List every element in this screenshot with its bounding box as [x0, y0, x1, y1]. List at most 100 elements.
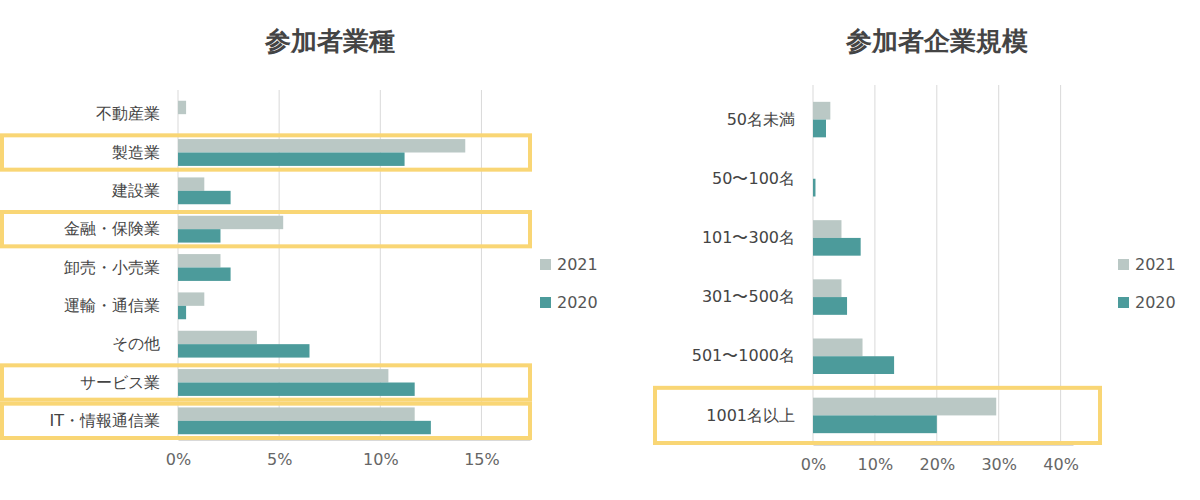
legend-swatch [1118, 259, 1129, 270]
x-tick-label: 15% [464, 450, 500, 469]
legend-swatch [1118, 297, 1129, 308]
category-label: IT・情報通信業 [50, 411, 161, 430]
y-axis: 不動産業製造業建設業金融・保険業卸売・小売業運輸・通信業その他サービス業 IT・情… [50, 104, 179, 430]
category-label: 金融・保険業 [64, 219, 160, 238]
grid-line [813, 85, 814, 445]
category-label: その他 [112, 334, 160, 353]
x-tick: 5% [267, 440, 292, 469]
highlights [655, 388, 1100, 443]
y-axis: 50名未満 50〜100名 101〜300名 301〜500名 501〜1000名 100… [692, 110, 813, 425]
y-tick: 金融・保険業 [64, 219, 178, 238]
legend-label: 2021 [557, 255, 598, 274]
y-tick: 製造業 [112, 143, 178, 162]
highlight-box [655, 388, 1100, 443]
x-tick: 30% [981, 445, 1017, 474]
x-tick: 40% [1043, 445, 1079, 474]
bar [178, 254, 220, 267]
highlight-box [2, 212, 530, 246]
bar [178, 114, 179, 127]
x-tick-label: 20% [920, 455, 956, 474]
x-tick-label: 0% [166, 450, 191, 469]
category-label: 301〜500名 [702, 287, 795, 306]
legend-label: 2020 [1135, 293, 1176, 312]
chart: 参加者企業規模 0% 10% 20% 30% 40% 50名未満 50〜100名 101〜300… [655, 26, 1176, 474]
x-tick: 0% [166, 440, 191, 469]
y-tick: 1001名以上 [706, 406, 813, 425]
bar [178, 268, 231, 281]
grid [178, 90, 481, 440]
bar [813, 398, 996, 416]
y-tick: 建設業 [111, 181, 178, 200]
bar [813, 179, 815, 197]
x-tick-label: 0% [801, 455, 826, 474]
x-tick: 10% [858, 445, 894, 474]
bar [178, 216, 283, 229]
grid [813, 85, 1061, 445]
y-tick: 運輸・通信業 [64, 296, 178, 315]
grid-line [936, 85, 937, 445]
bar [178, 229, 220, 242]
highlight-box [2, 135, 530, 169]
x-tick-label: 10% [858, 455, 894, 474]
x-tick-label: 5% [267, 450, 292, 469]
bar [813, 120, 826, 138]
y-tick: 101〜300名 [702, 228, 813, 247]
legend-label: 2020 [557, 293, 598, 312]
category-label: 運輸・通信業 [64, 296, 160, 315]
y-tick: 301〜500名 [702, 287, 813, 306]
category-label: 卸売・小売業 [64, 258, 160, 277]
grid-line [1060, 85, 1061, 445]
category-label: サービス業 [80, 373, 160, 392]
bar [813, 279, 841, 297]
category-label: 建設業 [111, 181, 160, 200]
x-axis: 0% 10% 20% 30% 40% [801, 445, 1079, 474]
legend: 2021 2020 [540, 255, 598, 312]
legend-swatch [540, 297, 551, 308]
legend-label: 2021 [1135, 255, 1176, 274]
x-axis-line [179, 440, 531, 441]
bar [178, 407, 415, 420]
x-tick-label: 10% [363, 450, 399, 469]
y-tick: 卸売・小売業 [64, 258, 178, 277]
x-axis-line [814, 445, 1074, 446]
chart: 参加者業種0%5%10%15%不動産業製造業建設業金融・保険業卸売・小売業運輸・… [2, 26, 598, 469]
y-tick: その他 [112, 334, 178, 353]
bar [178, 331, 257, 344]
chart-title: 参加者企業規模 [845, 26, 1028, 56]
grid-line [998, 85, 999, 445]
category-label: 製造業 [112, 143, 160, 162]
bar [178, 101, 186, 114]
category-label: 501〜1000名 [692, 346, 795, 365]
bar [178, 383, 415, 396]
bars [178, 101, 465, 435]
x-tick-label: 40% [1043, 455, 1079, 474]
category-label: 101〜300名 [702, 228, 795, 247]
legend: 2021 2020 [1118, 255, 1176, 312]
category-label: 50名未満 [727, 110, 795, 129]
bars [813, 102, 996, 433]
bar [813, 238, 861, 256]
bar [178, 344, 309, 357]
x-axis: 0% 5% 10% 15% [166, 440, 531, 469]
bar [813, 297, 847, 315]
bar [813, 339, 863, 357]
bar [178, 139, 465, 152]
y-tick: 501〜1000名 [692, 346, 813, 365]
x-tick: 10% [363, 440, 399, 469]
bar [813, 102, 830, 120]
y-tick: 50名未満 [727, 110, 813, 129]
bar [178, 191, 231, 204]
bar [178, 292, 204, 305]
y-tick: 不動産業 [96, 104, 178, 123]
grid-line [481, 90, 482, 440]
legend-swatch [540, 259, 551, 270]
bar [178, 369, 388, 382]
highlight-box [2, 365, 530, 399]
y-tick: 50〜100名 [712, 169, 813, 188]
category-label: 1001名以上 [706, 406, 795, 425]
x-tick: 20% [920, 445, 956, 474]
bar [813, 220, 841, 238]
x-tick: 15% [464, 440, 500, 469]
bar [178, 177, 204, 190]
highlights [2, 135, 530, 438]
